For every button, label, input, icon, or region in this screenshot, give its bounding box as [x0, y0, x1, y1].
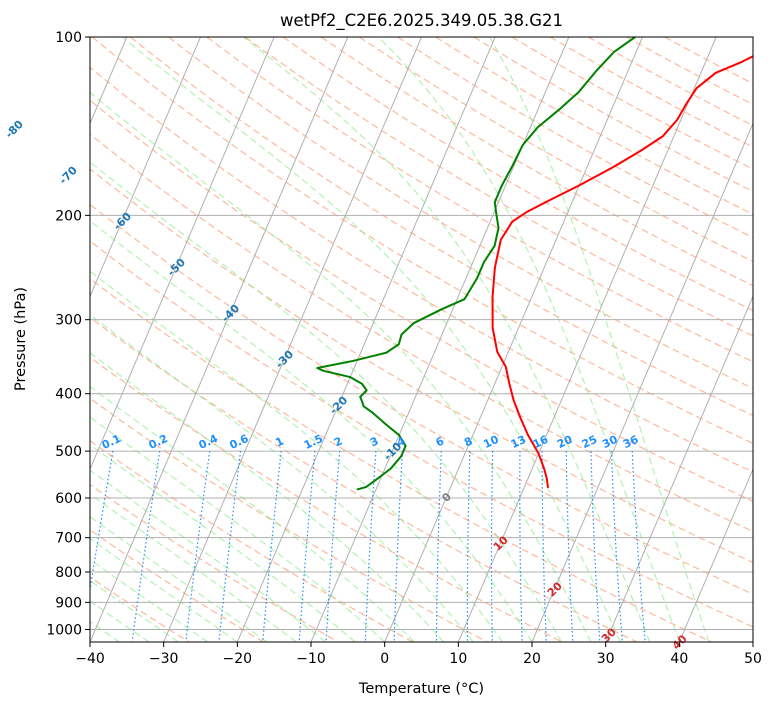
isotherm-line	[384, 37, 643, 642]
dry-adiabat	[90, 240, 753, 628]
x-tick-label: 10	[449, 651, 467, 667]
mixing-ratio-label: 16	[531, 433, 551, 451]
x-tick-label: 50	[744, 651, 762, 667]
plot-area	[90, 37, 753, 642]
moist-adiabat	[242, 37, 651, 642]
dry-adiabat	[90, 397, 488, 642]
isotherm-line	[90, 37, 201, 298]
dry-adiabat	[90, 356, 563, 642]
isotherm-line	[90, 37, 349, 642]
moist-adiabat	[90, 270, 503, 642]
dry-adiabat	[90, 277, 712, 642]
dry-adiabat	[90, 316, 638, 642]
y-tick-label: 700	[55, 531, 82, 547]
isotherm-line	[236, 37, 496, 642]
x-tick-label: −10	[296, 651, 326, 667]
mixing-ratio-label: 20	[555, 433, 575, 451]
mixing-ratio-line	[565, 451, 574, 642]
x-tick-label: −30	[149, 651, 179, 667]
mixing-ratio-line	[218, 451, 242, 642]
moist-adiabat	[90, 516, 268, 642]
mixing-ratio-line	[131, 451, 161, 642]
y-tick-label: 500	[55, 444, 82, 460]
isotherm-line	[678, 467, 753, 642]
x-tick-label: 30	[597, 651, 615, 667]
isotherm-line	[163, 37, 422, 642]
moist-adiabat	[90, 385, 415, 642]
mixing-ratio-line	[185, 451, 211, 642]
mixing-ratio-line	[435, 451, 442, 642]
mixing-ratio-line	[610, 451, 623, 642]
moist-adiabat	[90, 443, 356, 642]
isotherm-line	[90, 37, 275, 471]
isotherm-line	[310, 37, 570, 642]
y-tick-label: 200	[55, 208, 82, 224]
dry-adiabat	[244, 37, 753, 337]
dry-adiabat	[90, 99, 753, 503]
mixing-ratio-label: 25	[580, 433, 599, 451]
dry-adiabat	[90, 133, 753, 533]
y-tick-label: 300	[55, 313, 82, 329]
mixing-ratio-line	[541, 451, 547, 642]
mixing-ratio-line	[590, 451, 601, 642]
moist-adiabat	[90, 220, 533, 642]
y-tick-label: 900	[55, 595, 82, 611]
dewpoint-trace	[316, 37, 637, 491]
mixing-ratio-label: 30	[600, 433, 620, 451]
y-tick-label: 100	[55, 30, 82, 46]
y-tick-label: 400	[55, 387, 82, 403]
mixing-ratio-line	[364, 451, 377, 642]
dry-adiabat	[90, 529, 264, 642]
axis-ticks: −40 −30 −20 −10 0 10 20 30 40 50 100 200 300 400 500 60…	[46, 30, 762, 667]
x-axis-title: Temperature (°C)	[358, 681, 484, 697]
moist-adiabat	[90, 493, 297, 642]
dry-adiabat	[282, 37, 753, 312]
moist-adiabat	[377, 37, 680, 642]
moist-adiabat	[90, 352, 445, 642]
temperature-trace	[491, 55, 753, 489]
mixing-ratio-line	[519, 451, 523, 642]
mixing-ratio-label: 10	[481, 433, 501, 451]
x-tick-label: −40	[75, 651, 105, 667]
mixing-ratio-line	[325, 451, 341, 642]
x-tick-label: 0	[380, 651, 389, 667]
y-tick-label: 800	[55, 565, 82, 581]
mixing-ratio-label: 13	[509, 433, 528, 451]
mixing-ratio-line	[631, 451, 646, 642]
dry-adiabat	[90, 66, 753, 473]
x-tick-label: 20	[523, 651, 541, 667]
x-tick-label: 40	[670, 651, 688, 667]
moist-adiabat	[489, 37, 710, 642]
dry-adiabat	[90, 483, 339, 642]
dry-adiabat	[320, 37, 753, 287]
moist-adiabat	[90, 161, 562, 642]
chart-title: wetPf2_C2E6.2025.349.05.38.G21	[280, 11, 563, 31]
x-tick-label: −20	[223, 651, 253, 667]
mixing-ratio-line	[298, 451, 316, 642]
y-tick-label: 1000	[46, 622, 82, 638]
isotherm-line	[605, 295, 753, 642]
mixing-ratio-line	[393, 451, 404, 642]
mixing-ratio-label: 36	[621, 433, 641, 451]
mixing-ratio-line	[490, 451, 494, 642]
plot-frame	[89, 36, 754, 643]
moist-adiabat	[90, 91, 592, 642]
y-axis-title: Pressure (hPa)	[13, 287, 29, 391]
mixing-ratio-line	[262, 451, 282, 642]
mixing-ratio-line	[466, 451, 471, 642]
moist-adiabat	[90, 469, 327, 642]
dry-adiabat	[90, 576, 190, 642]
isotherm-line	[531, 122, 753, 642]
isotherm-line	[457, 37, 717, 642]
y-tick-label: 600	[55, 491, 82, 507]
